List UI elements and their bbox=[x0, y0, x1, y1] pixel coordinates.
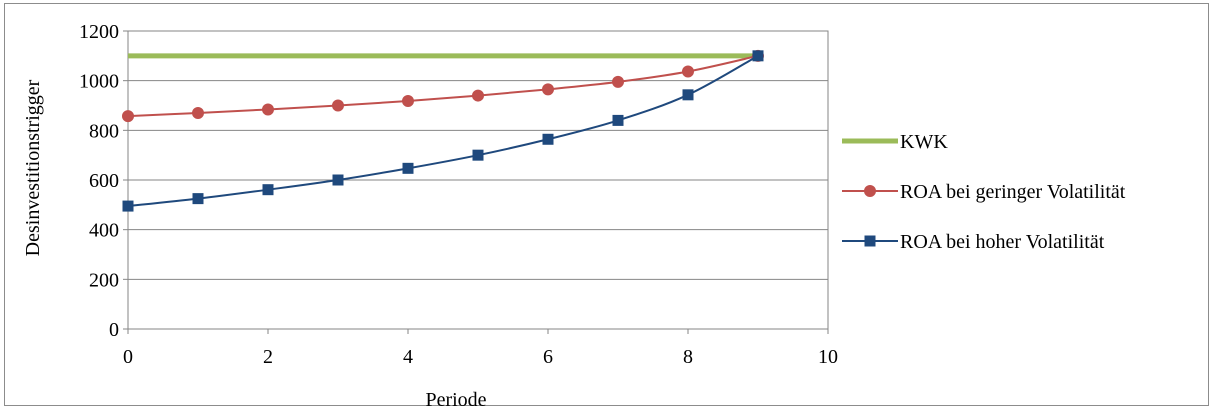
y-tick-label: 0 bbox=[109, 319, 119, 341]
y-tick-label: 600 bbox=[89, 170, 119, 192]
data-point-2 bbox=[262, 103, 274, 116]
legend-label: ROA bei geringer Volatilität bbox=[900, 181, 1126, 203]
x-tick-label: 0 bbox=[123, 346, 133, 368]
legend-marker bbox=[864, 185, 876, 197]
legend-marker bbox=[864, 235, 876, 247]
data-point-6 bbox=[542, 83, 554, 96]
x-tick-label: 10 bbox=[818, 346, 838, 368]
series-line bbox=[127, 54, 759, 118]
data-point-5 bbox=[472, 149, 484, 161]
x-tick-label: 4 bbox=[403, 346, 413, 368]
y-tick-label: 800 bbox=[89, 120, 119, 142]
data-point-3 bbox=[332, 174, 344, 186]
legend-entry-3: ROA bei hoher Volatilität bbox=[842, 231, 1105, 253]
legend-entry-1: KWK bbox=[842, 131, 948, 153]
data-point-4 bbox=[402, 95, 414, 108]
data-point-1 bbox=[192, 106, 204, 119]
y-tick-label: 1000 bbox=[79, 71, 119, 93]
data-point-7 bbox=[612, 75, 624, 88]
x-tick-label: 8 bbox=[683, 346, 693, 368]
y-tick-label: 200 bbox=[89, 269, 119, 291]
y-tick-label: 400 bbox=[89, 220, 119, 242]
data-point-9 bbox=[752, 50, 764, 62]
data-point-0 bbox=[122, 200, 134, 212]
data-point-7 bbox=[612, 114, 624, 126]
data-point-6 bbox=[542, 133, 554, 145]
legend-entry-2: ROA bei geringer Volatilität bbox=[842, 181, 1126, 203]
data-point-3 bbox=[332, 99, 344, 112]
series-line bbox=[127, 54, 759, 208]
data-point-8 bbox=[682, 65, 694, 78]
y-axis-title: Desinvestitionstrigger bbox=[22, 79, 44, 256]
data-point-5 bbox=[472, 89, 484, 102]
x-tick-label: 2 bbox=[263, 346, 273, 368]
legend-label: ROA bei hoher Volatilität bbox=[900, 231, 1105, 253]
data-point-2 bbox=[262, 184, 274, 196]
data-point-4 bbox=[402, 162, 414, 174]
data-point-0 bbox=[122, 110, 134, 123]
x-tick-label: 6 bbox=[543, 346, 553, 368]
y-tick-label: 1200 bbox=[79, 21, 119, 43]
series-3 bbox=[122, 50, 764, 212]
data-point-8 bbox=[682, 89, 694, 101]
data-point-1 bbox=[192, 193, 204, 205]
x-axis-title: Periode bbox=[425, 389, 486, 410]
legend-label: KWK bbox=[900, 131, 948, 153]
chart-frame bbox=[4, 3, 1209, 406]
series-2 bbox=[122, 49, 764, 123]
